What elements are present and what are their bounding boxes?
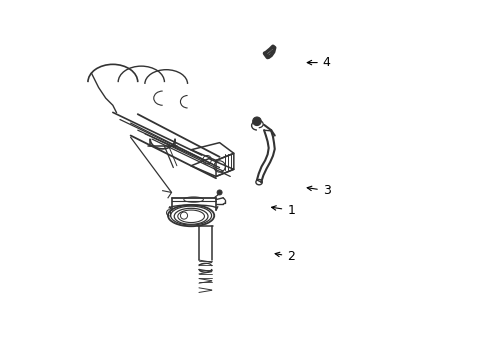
Circle shape (252, 117, 261, 126)
Circle shape (217, 190, 222, 195)
Text: 3: 3 (306, 184, 330, 197)
Text: 4: 4 (306, 56, 330, 69)
Text: 2: 2 (275, 250, 294, 263)
Text: 1: 1 (271, 204, 294, 217)
